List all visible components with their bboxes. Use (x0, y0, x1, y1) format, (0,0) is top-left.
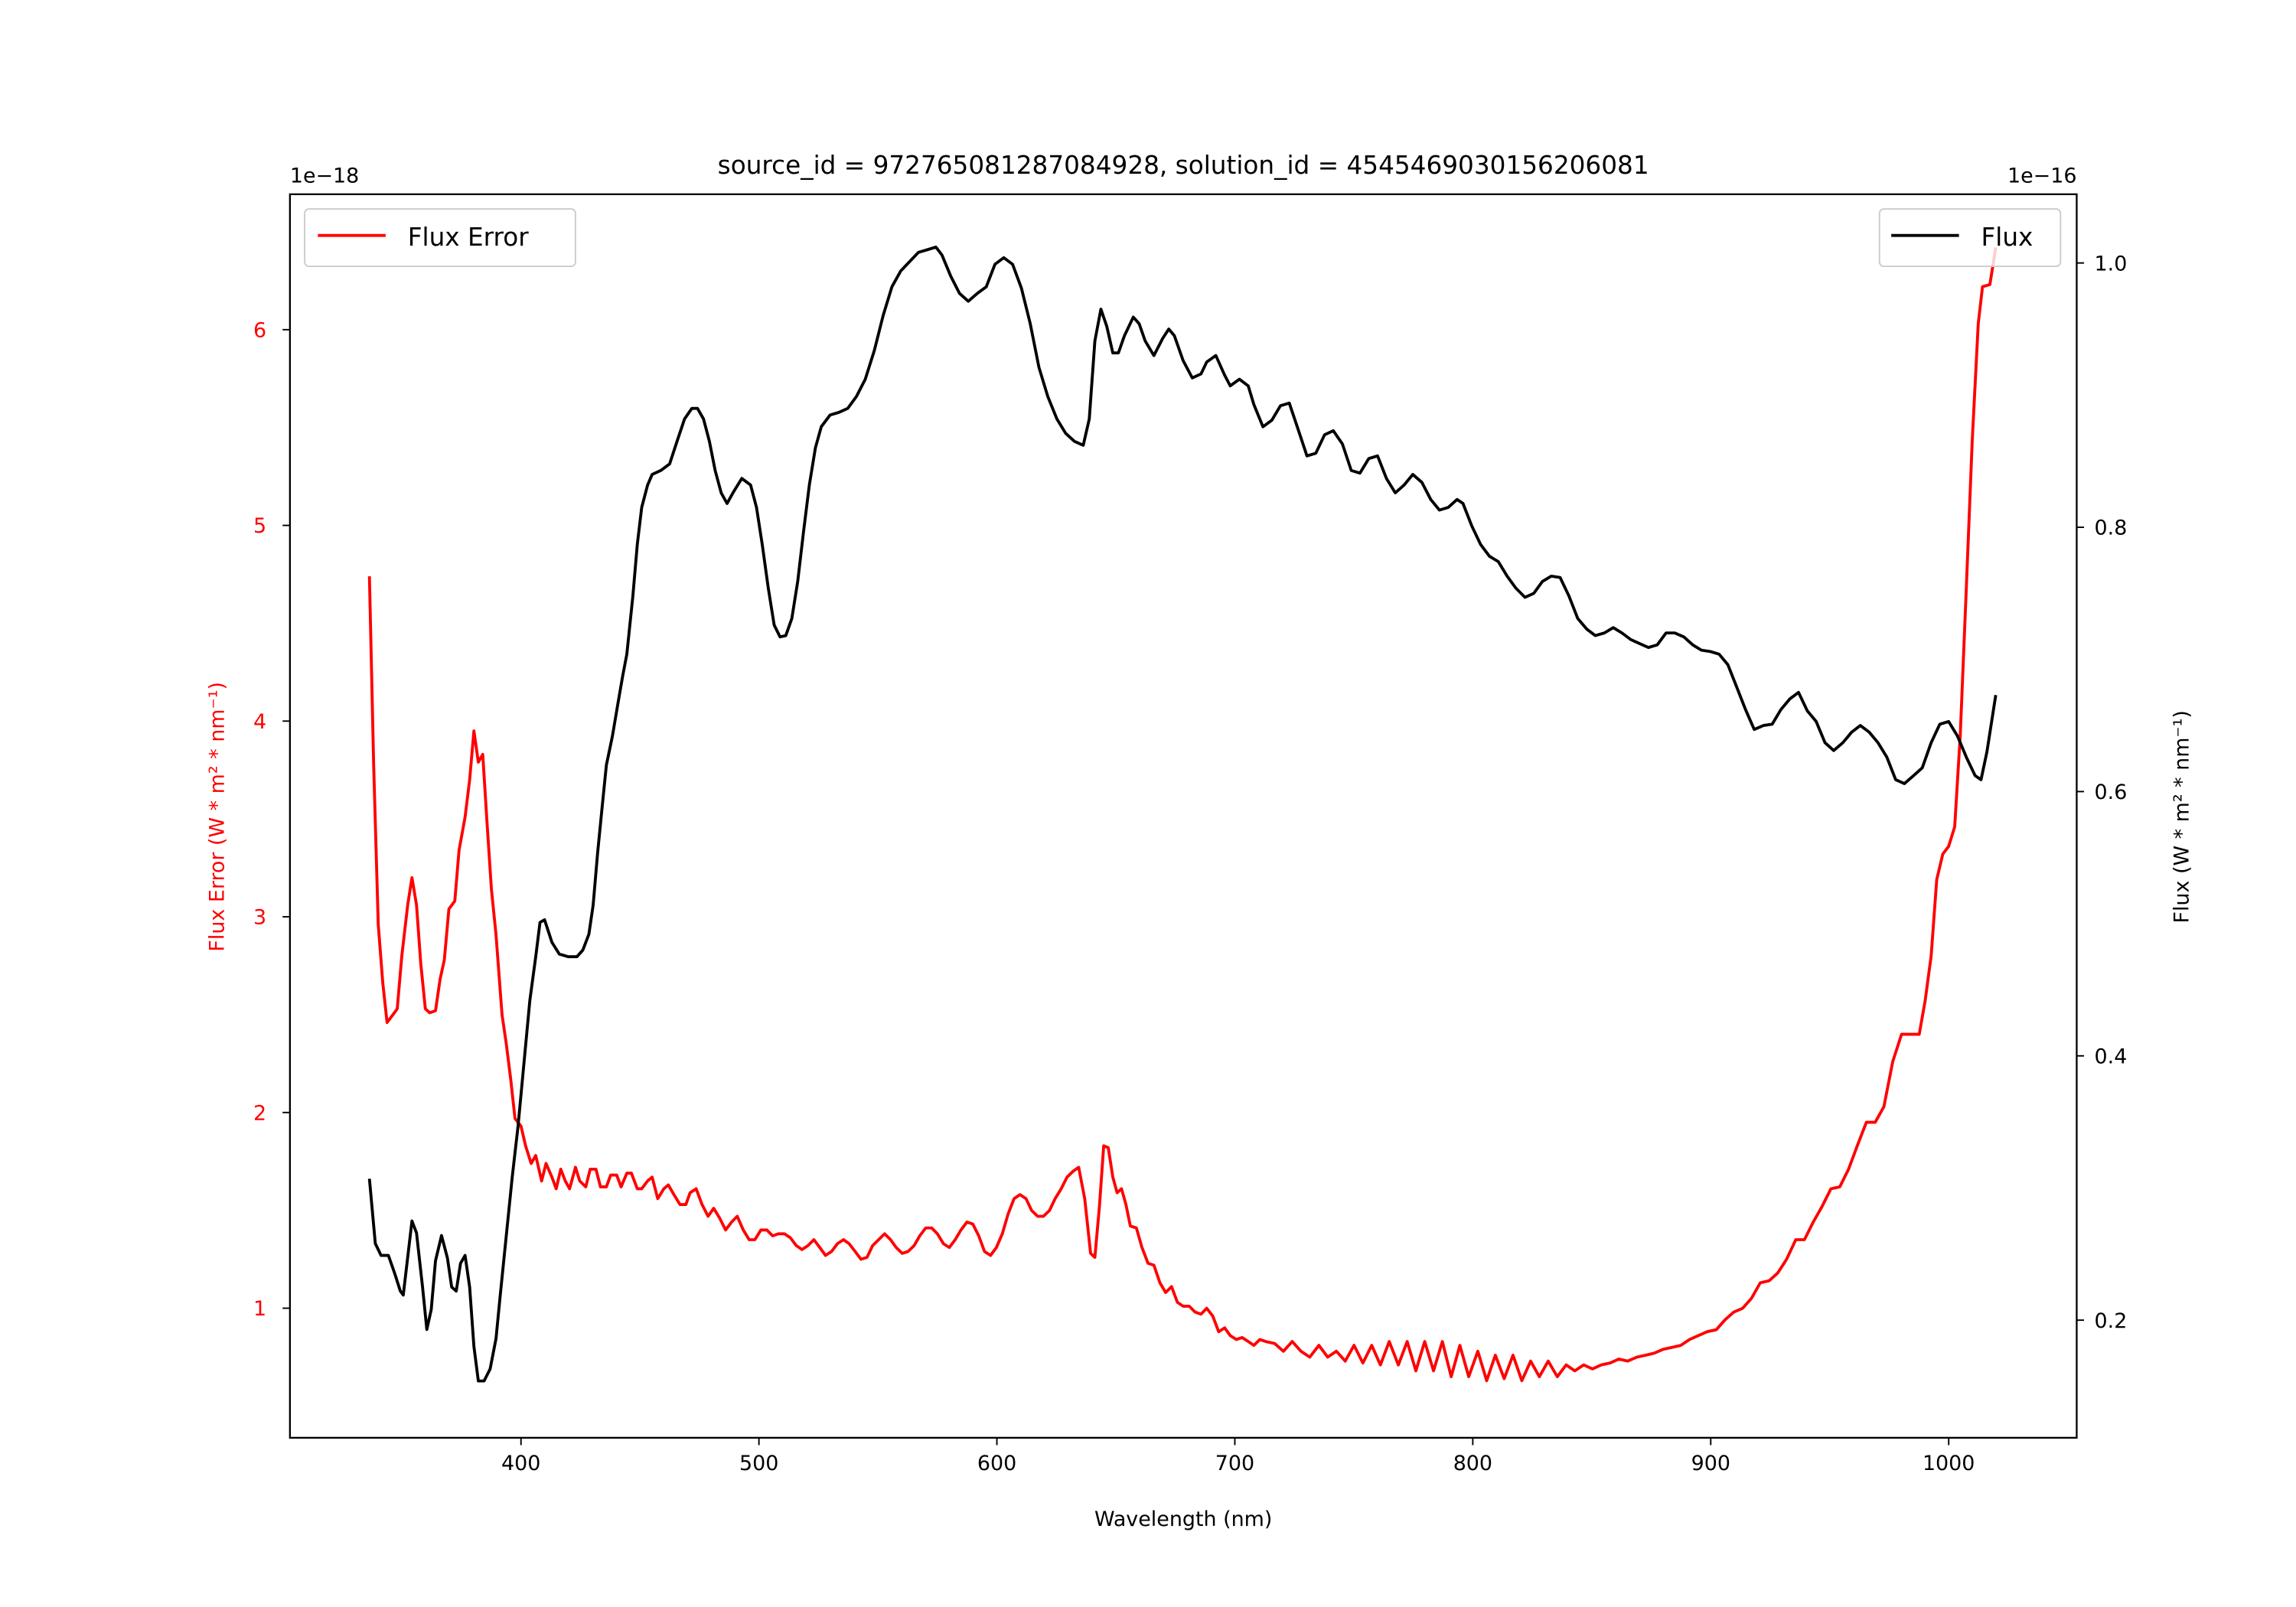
series-layer (367, 245, 1998, 1383)
legend-flux: Flux (1878, 208, 2062, 268)
chart-title: source_id = 972765081287084928, solution… (718, 151, 1649, 180)
x-tick-label: 900 (1691, 1452, 1730, 1475)
left-axis-label: Flux Error (W * m² * nm⁻¹) (205, 682, 229, 952)
series-line-flux-error (367, 247, 1998, 1383)
x-tick-label: 800 (1453, 1452, 1492, 1475)
x-tick-label: 700 (1215, 1452, 1254, 1475)
legend-frame (1878, 208, 2062, 268)
left-y-tick-label: 3 (253, 906, 266, 930)
left-y-tick-label: 5 (253, 514, 266, 538)
tick-layer: 400 500 600 700 800 900 1000 1 2 3 4 5 6 0.2 0.4 0.6 0.8… (253, 252, 2127, 1475)
right-axis-label: Flux (W * m² * nm⁻¹) (2170, 710, 2194, 923)
right-y-tick-label: 0.6 (2095, 781, 2128, 804)
right-y-tick-label: 0.8 (2095, 517, 2128, 540)
axes-frame (289, 193, 2078, 1439)
x-tick-label: 400 (501, 1452, 540, 1475)
legend-flux-error: Flux Error (304, 208, 576, 268)
left-offset-label: 1e−18 (290, 164, 359, 187)
right-y-tick-label: 0.2 (2095, 1309, 2128, 1333)
left-y-tick-label: 1 (253, 1297, 266, 1321)
right-y-tick-label: 0.4 (2095, 1045, 2128, 1068)
x-tick-label: 1000 (1923, 1452, 1975, 1475)
left-y-tick-label: 2 (253, 1101, 266, 1125)
legend-label-flux-error: Flux Error (408, 223, 530, 252)
left-y-tick-label: 6 (253, 318, 266, 342)
x-tick-label: 600 (977, 1452, 1016, 1475)
right-y-tick-label: 1.0 (2095, 252, 2128, 275)
x-tick-label: 500 (739, 1452, 778, 1475)
series-line-flux (367, 245, 1998, 1383)
legend-label-flux: Flux (1981, 223, 2033, 252)
x-axis-label: Wavelength (nm) (1094, 1508, 1272, 1531)
left-y-tick-label: 4 (253, 710, 266, 734)
legend-frame (304, 208, 576, 268)
right-offset-label: 1e−16 (2007, 164, 2076, 187)
